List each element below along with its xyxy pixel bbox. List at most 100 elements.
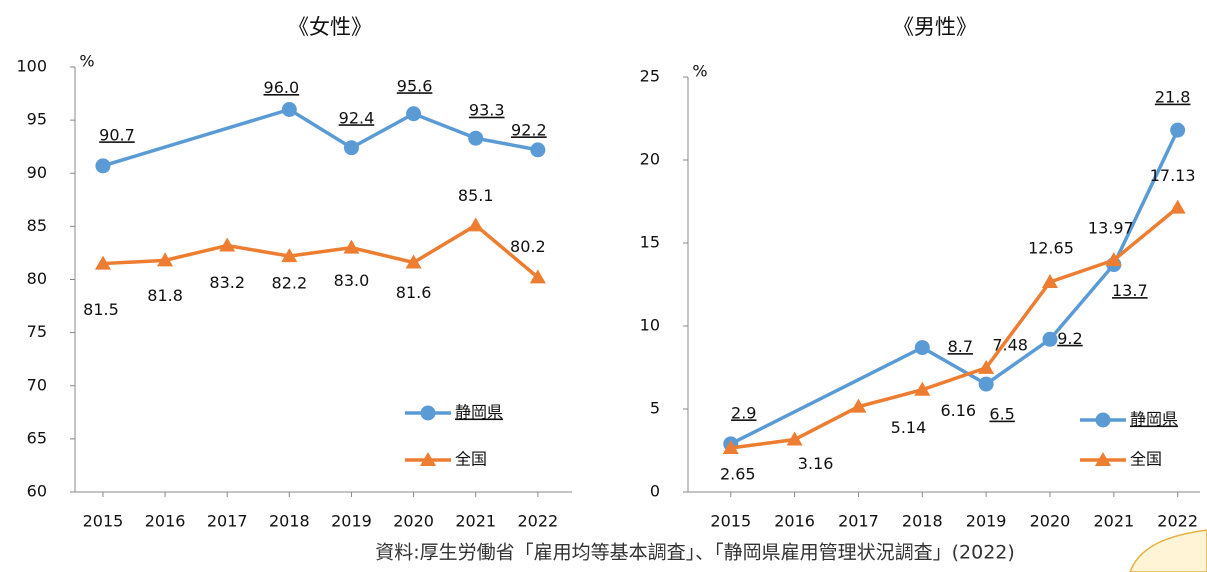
data-label: 93.3 [469, 101, 505, 120]
point [406, 106, 422, 122]
point [914, 340, 930, 356]
y-tick-label: 25 [640, 67, 660, 86]
point [468, 130, 484, 146]
point [94, 255, 111, 270]
point [467, 217, 484, 232]
series-line [730, 206, 1179, 450]
data-label: 2.65 [720, 465, 756, 484]
legend-marker [1095, 452, 1111, 466]
data-label: 80.2 [510, 237, 546, 256]
x-tick-label: 2019 [966, 512, 1007, 531]
series-line [102, 223, 539, 279]
data-label: 6.5 [989, 405, 1014, 424]
data-label: 7.48 [992, 335, 1028, 354]
point [1041, 274, 1058, 289]
x-tick-label: 2022 [1157, 512, 1198, 531]
y-tick-label: 20 [640, 150, 660, 169]
point [1170, 122, 1186, 138]
data-label: 21.8 [1155, 88, 1191, 107]
legend-label: 全国 [1130, 450, 1162, 469]
point [850, 398, 867, 413]
data-label: 81.6 [396, 283, 432, 302]
data-label: 92.2 [511, 120, 547, 139]
y-tick-label: 60 [27, 482, 47, 501]
x-tick-label: 2017 [207, 512, 248, 531]
point [343, 140, 359, 156]
point [405, 254, 422, 269]
legend-label: 静岡県 [1130, 410, 1178, 429]
x-tick-label: 2016 [145, 512, 186, 531]
source-note: 資料:厚生労働省「雇用均等基本調査」、「静岡県雇用管理状況調査」(2022) [375, 542, 1015, 564]
point [1169, 199, 1186, 214]
data-label: 96.0 [264, 78, 300, 97]
legend-label: 全国 [455, 450, 487, 469]
data-label: 2.9 [731, 403, 756, 422]
x-tick-label: 2015 [710, 512, 751, 531]
y-tick-label: 15 [640, 233, 660, 252]
data-label: 5.14 [891, 418, 927, 437]
data-label: 85.1 [458, 186, 494, 205]
chart-title: 《男性》 [893, 15, 977, 39]
point [530, 142, 546, 158]
x-tick-label: 2018 [902, 512, 943, 531]
y-tick-label: 65 [27, 428, 47, 447]
y-tick-label: 10 [640, 316, 660, 335]
point [281, 248, 298, 263]
point [978, 359, 995, 374]
point [529, 269, 546, 284]
x-tick-label: 2021 [1093, 512, 1134, 531]
data-label: 81.5 [83, 300, 119, 319]
point [281, 102, 297, 117]
data-label: 6.16 [940, 401, 976, 420]
data-label: 95.6 [397, 76, 433, 95]
point [1105, 252, 1122, 267]
y-tick-label: 0 [650, 482, 660, 501]
data-label: 92.4 [339, 108, 375, 127]
y-tick-label: 70 [27, 375, 47, 394]
data-label: 82.2 [272, 274, 308, 293]
point [914, 381, 931, 396]
data-label: 8.7 [948, 337, 973, 356]
data-label: 81.8 [147, 286, 183, 305]
x-tick-label: 2015 [83, 512, 124, 531]
legend-label: 静岡県 [455, 403, 503, 422]
x-tick-label: 2020 [1030, 512, 1071, 531]
decoration [1129, 529, 1207, 572]
y-tick-label: 80 [27, 269, 47, 288]
x-tick-label: 2016 [774, 512, 815, 531]
point [157, 252, 174, 267]
series-line [102, 107, 539, 168]
data-label: 3.16 [798, 454, 834, 473]
y-tick-label: 85 [27, 216, 47, 235]
data-label: 90.7 [99, 125, 135, 144]
x-tick-label: 2018 [269, 512, 310, 531]
x-tick-label: 2019 [331, 512, 372, 531]
y-tick-label: 100 [16, 57, 47, 76]
data-label: 13.97 [1088, 219, 1134, 238]
data-label: 13.7 [1112, 281, 1148, 300]
chart-title: 《女性》 [288, 15, 372, 39]
point [786, 431, 803, 446]
y-tick-label: 75 [27, 322, 47, 341]
x-tick-label: 2017 [838, 512, 879, 531]
point [978, 376, 994, 392]
data-label: 83.2 [209, 273, 245, 292]
x-tick-label: 2021 [455, 512, 496, 531]
x-tick-label: 2022 [517, 512, 558, 531]
legend-marker [420, 452, 436, 466]
data-label: 83.0 [334, 271, 370, 290]
data-label: 17.13 [1150, 166, 1196, 185]
y-tick-label: 5 [650, 399, 660, 418]
point [343, 239, 360, 254]
legend-marker [1095, 412, 1111, 428]
point [1042, 331, 1058, 347]
y-unit: % [692, 62, 707, 81]
point [95, 158, 111, 174]
x-tick-label: 2020 [393, 512, 434, 531]
series-line [729, 129, 1180, 446]
point [722, 440, 739, 455]
data-label: 12.65 [1028, 239, 1074, 258]
point [219, 237, 236, 252]
y-tick-label: 95 [27, 110, 47, 129]
